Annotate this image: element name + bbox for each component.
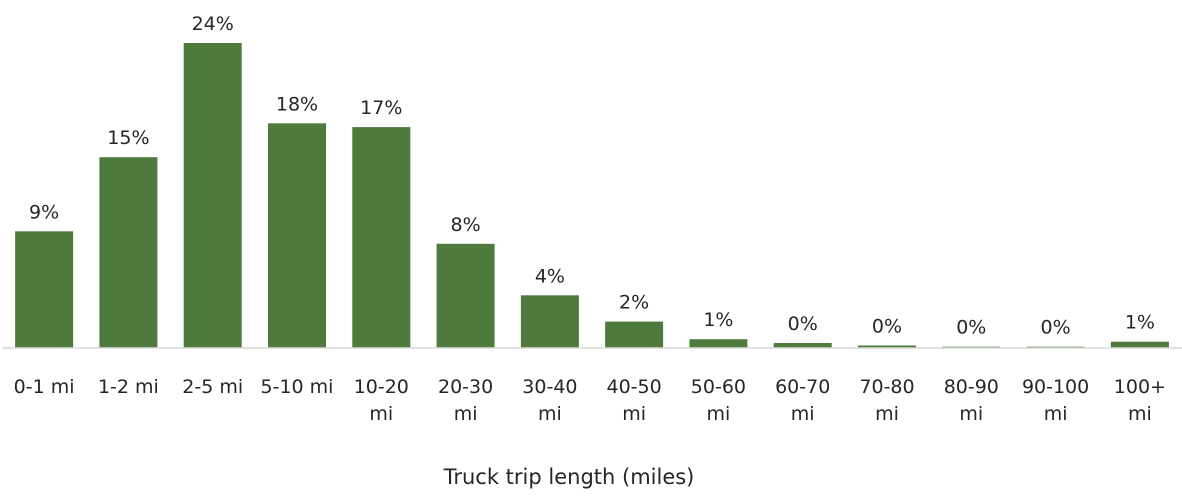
x-tick-label: 5-10 mi [261, 376, 334, 398]
bar [99, 157, 158, 348]
bar [15, 231, 74, 348]
x-tick-label: 1-2 mi [98, 376, 159, 398]
bar [268, 123, 326, 348]
x-tick-label: 100+ mi [1114, 376, 1166, 425]
bar [352, 127, 411, 348]
x-tick-label: 2-5 mi [182, 376, 243, 398]
data-label: 8% [451, 214, 481, 236]
data-label: 9% [29, 201, 59, 223]
data-label: 0% [956, 317, 986, 339]
data-label: 1% [1125, 312, 1155, 334]
bar [436, 243, 495, 348]
x-tick-label: 30-40 mi [522, 376, 577, 425]
data-label: 18% [276, 93, 318, 115]
x-tick-label: 90-100 mi [1022, 376, 1089, 425]
x-tick-label: 60-70 mi [775, 376, 830, 425]
bar [689, 339, 748, 348]
x-tick-label: 50-60 mi [691, 376, 746, 425]
bars-layer [15, 43, 1169, 348]
bar [605, 321, 664, 348]
x-tick-label: 70-80 mi [859, 376, 914, 425]
x-tick-label: 20-30 mi [438, 376, 493, 425]
bar [858, 345, 916, 348]
data-label: 24% [192, 13, 234, 35]
data-label: 15% [107, 127, 149, 149]
x-tick-label: 40-50 mi [606, 376, 661, 425]
data-label: 0% [872, 316, 902, 338]
bar [773, 343, 832, 348]
data-label: 17% [360, 97, 402, 119]
x-tick-label: 80-90 mi [944, 376, 999, 425]
x-tick-label: 0-1 mi [14, 376, 75, 398]
x-tick-label: 10-20 mi [354, 376, 409, 425]
bar [520, 295, 579, 348]
data-label: 1% [703, 309, 733, 331]
bar [183, 43, 242, 348]
data-label: 4% [535, 265, 565, 287]
data-label: 0% [1041, 317, 1071, 339]
x-axis-title: Truck trip length (miles) [443, 465, 695, 489]
data-labels-layer: 9% 15% 24% 18% 17% 8% 4% 2% 1% 0% 0% 0% 0% 1% [29, 13, 1155, 339]
x-tick-labels-layer: 0-1 mi 1-2 mi 2-5 mi 5-10 mi 10-20 mi 20-30 mi 3… [14, 376, 1166, 425]
bar [1110, 341, 1169, 348]
data-label: 0% [788, 313, 818, 335]
data-label: 2% [619, 292, 649, 314]
